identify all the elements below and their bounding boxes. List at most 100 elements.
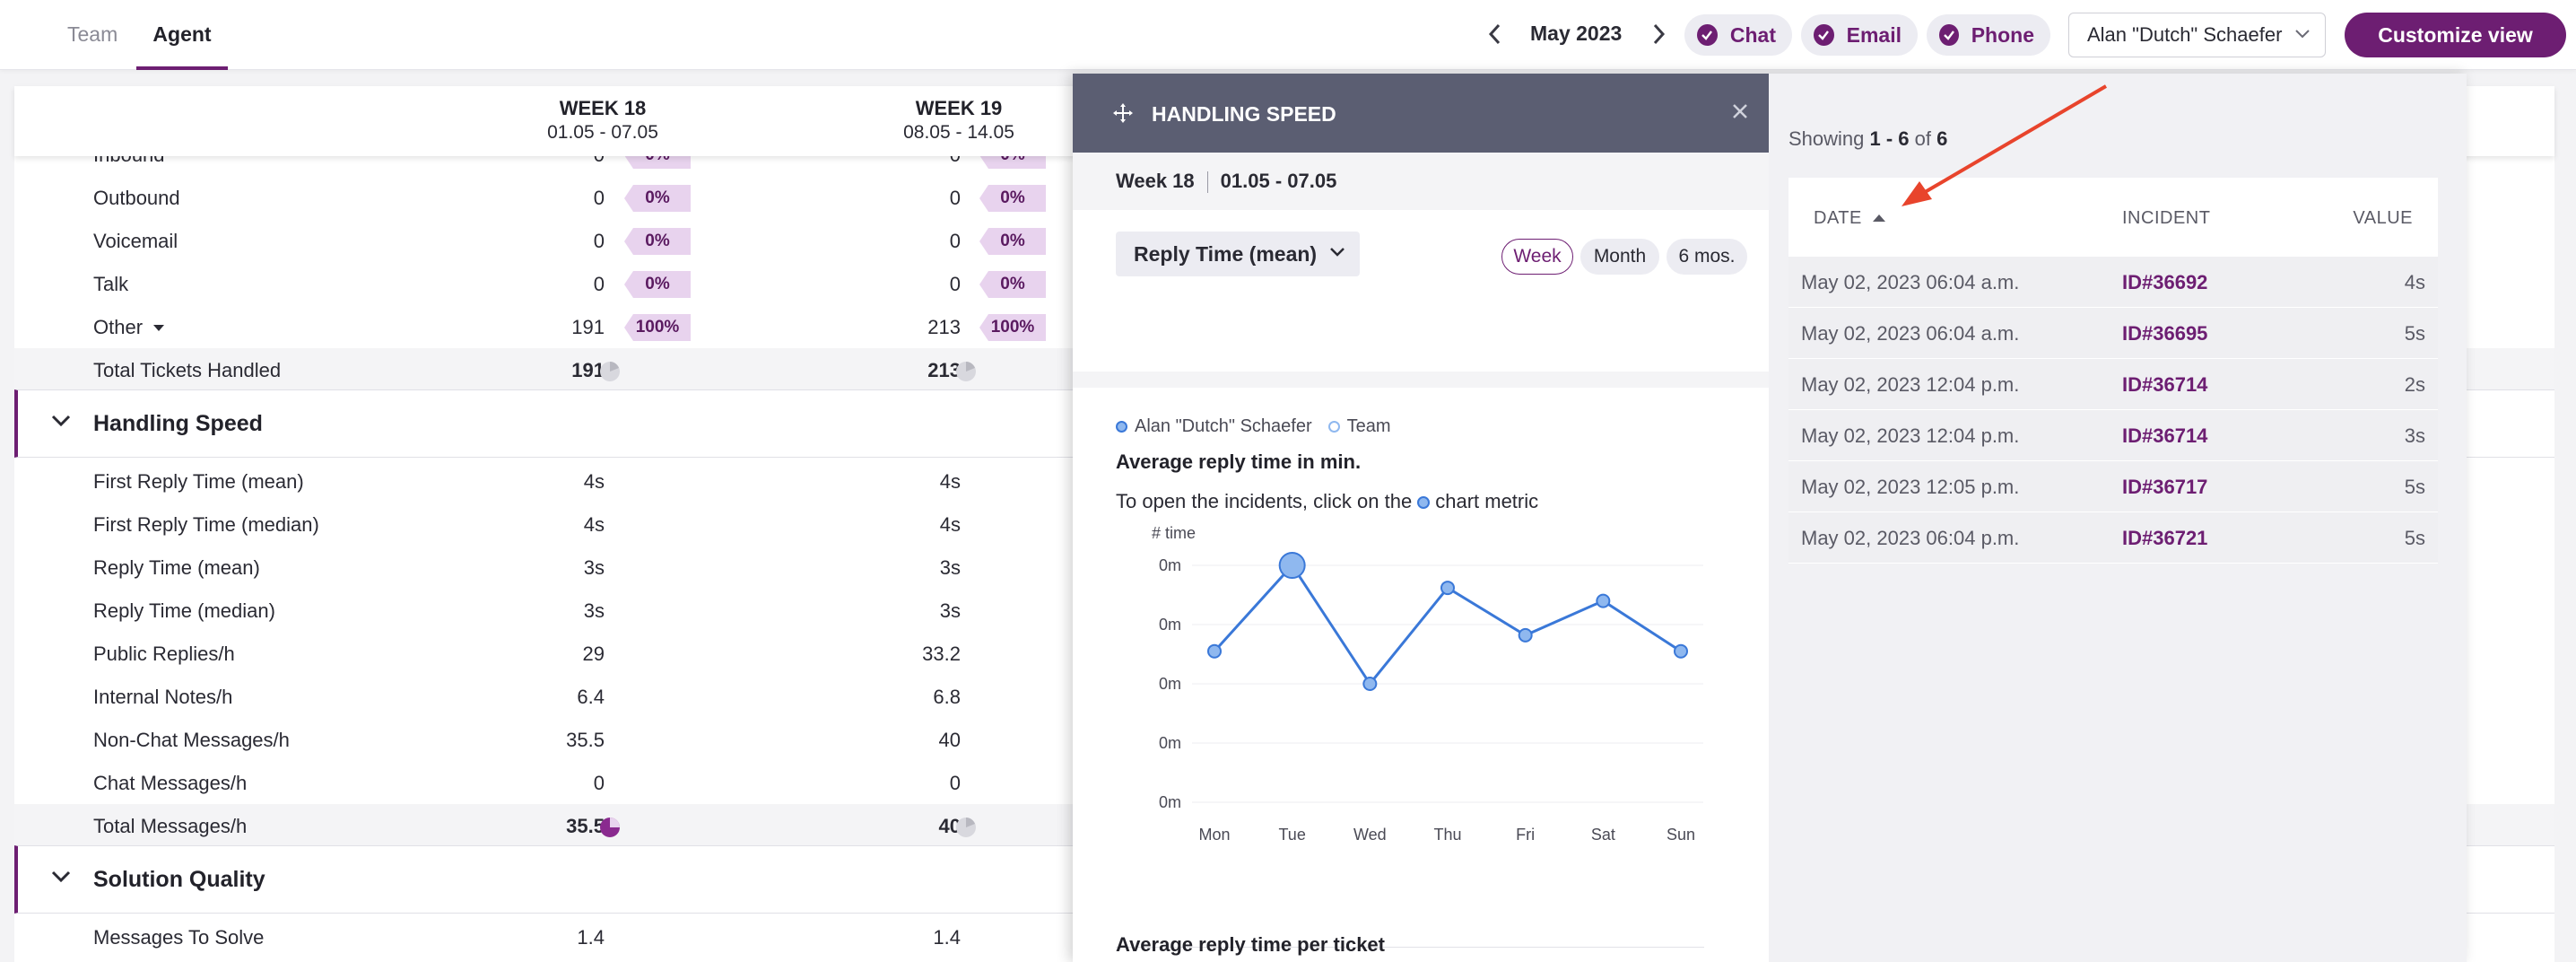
row-label: Voicemail	[93, 230, 178, 252]
incident-id-link[interactable]: ID#36714	[2122, 373, 2208, 396]
pie-chart-icon[interactable]	[955, 817, 977, 838]
row-value-w18: 1.4	[577, 926, 605, 949]
move-icon[interactable]	[1112, 102, 1134, 124]
showing-range: 1 - 6	[1869, 127, 1910, 150]
column-value-header[interactable]: VALUE	[2353, 208, 2413, 228]
pie-chart-icon[interactable]	[599, 817, 621, 838]
incidents-table-header: DATE INCIDENT VALUE	[1788, 178, 2438, 257]
row-value-w18: 191	[571, 359, 605, 381]
row-label: Other	[93, 316, 144, 338]
incident-date: May 02, 2023 12:04 p.m.	[1801, 424, 2020, 447]
legend-dot	[1327, 421, 1340, 433]
incident-id-link[interactable]: ID#36714	[2122, 424, 2208, 447]
row-value-w19: 0	[949, 187, 961, 209]
incident-value: 5s	[2404, 527, 2425, 549]
data-point[interactable]	[1596, 593, 1611, 608]
table-row: First Reply Time (mean) 4s 4s	[14, 459, 2554, 503]
incident-id-link[interactable]: ID#36695	[2122, 322, 2208, 345]
y-tick-label: 0m	[1159, 675, 1181, 693]
row-value-w18: 0	[593, 187, 605, 209]
chevron-left-icon	[1488, 23, 1501, 45]
metric-dot-icon	[1417, 496, 1431, 509]
row-label: First Reply Time (mean)	[93, 470, 304, 493]
row-value-w18: 29	[582, 643, 605, 665]
channel-chat-toggle[interactable]: Chat	[1684, 14, 1792, 56]
incident-date: May 02, 2023 06:04 p.m.	[1801, 527, 2020, 549]
pie-chart-icon[interactable]	[955, 361, 977, 382]
incident-row[interactable]: May 02, 2023 12:04 p.m. ID#36714 3s	[1788, 410, 2438, 461]
column-date-label: DATE	[1814, 208, 1862, 228]
data-point[interactable]	[1674, 643, 1688, 659]
table-row: Internal Notes/h 6.4 6.8	[14, 675, 2554, 718]
channel-email-toggle[interactable]: Email	[1801, 14, 1918, 56]
row-value-w18: 35.5	[566, 729, 605, 751]
row-label: First Reply Time (median)	[93, 513, 319, 536]
range-month-button[interactable]: Month	[1580, 239, 1659, 275]
prev-month-button[interactable]	[1478, 18, 1510, 50]
showing-of: of	[1914, 127, 1932, 150]
row-value-w18: 4s	[583, 470, 605, 493]
incident-row[interactable]: May 02, 2023 06:04 a.m. ID#36695 5s	[1788, 308, 2438, 359]
week-19-label: WEEK 19	[915, 97, 1003, 119]
column-date-header[interactable]: DATE	[1814, 208, 1885, 229]
y-tick-label: 0m	[1159, 556, 1181, 574]
channel-phone-toggle[interactable]: Phone	[1927, 14, 2050, 56]
row-label: Total Messages/h	[93, 815, 248, 837]
chevron-right-icon	[1653, 23, 1666, 45]
week-18-range: 01.05 - 07.05	[547, 122, 658, 143]
row-value-w19: 3s	[939, 599, 961, 622]
agent-select[interactable]: Alan "Dutch" Schaefer	[2068, 13, 2326, 57]
pie-chart-icon[interactable]	[599, 361, 621, 382]
incident-row[interactable]: May 02, 2023 12:05 p.m. ID#36717 5s	[1788, 461, 2438, 512]
x-tick-label: Thu	[1433, 826, 1461, 844]
table-row: Outbound 0 0% 0 0%	[14, 176, 2554, 219]
agent-select-value: Alan "Dutch" Schaefer	[2087, 23, 2283, 46]
column-incident-header[interactable]: INCIDENT	[2122, 208, 2211, 228]
row-value-w18: 4s	[583, 513, 605, 536]
x-tick-label: Fri	[1516, 826, 1535, 844]
incident-id-link[interactable]: ID#36692	[2122, 271, 2208, 293]
row-label-other[interactable]: Other	[93, 316, 165, 339]
table-row: Chat Messages/h 0 0	[14, 761, 2554, 804]
legend-item-agent[interactable]: Alan "Dutch" Schaefer	[1116, 416, 1312, 437]
chart-hint-before: To open the incidents, click on the	[1116, 490, 1413, 512]
next-month-button[interactable]	[1643, 18, 1675, 50]
row-value-w19: 40	[938, 729, 961, 751]
chart-title: Average reply time in min.	[1116, 450, 1362, 473]
incident-id-link[interactable]: ID#36717	[2122, 476, 2208, 498]
legend-label: Team	[1346, 416, 1391, 436]
incident-value: 3s	[2404, 424, 2425, 447]
data-point[interactable]	[1278, 552, 1306, 579]
range-6-months-button[interactable]: 6 mos.	[1667, 239, 1747, 275]
row-value-w18: 3s	[583, 599, 605, 622]
incident-row[interactable]: May 02, 2023 12:04 p.m. ID#36714 2s	[1788, 359, 2438, 410]
drilldown-chart-pane: HANDLING SPEED Week 18 01.05 - 07.05 Repl…	[1073, 74, 1769, 962]
incident-row[interactable]: May 02, 2023 06:04 p.m. ID#36721 5s	[1788, 512, 2438, 564]
table-row: Reply Time (mean) 3s 3s	[14, 546, 2554, 589]
data-point[interactable]	[1440, 581, 1455, 596]
close-icon[interactable]	[1731, 102, 1749, 120]
week-19-header: WEEK 19 08.05 - 14.05	[842, 97, 1075, 144]
customize-view-button[interactable]: Customize view	[2345, 13, 2566, 57]
row-value-w19: 4s	[939, 470, 961, 493]
x-tick-label: Wed	[1353, 826, 1387, 844]
table-row: Voicemail 0 0% 0 0%	[14, 219, 2554, 262]
tab-team[interactable]: Team	[67, 22, 118, 46]
range-week-button[interactable]: Week	[1501, 239, 1573, 275]
incident-id-link[interactable]: ID#36721	[2122, 527, 2208, 549]
row-value-w19: 213	[927, 359, 961, 381]
incident-value: 2s	[2404, 373, 2425, 396]
metric-dropdown[interactable]: Reply Time (mean)	[1116, 232, 1360, 276]
legend-item-team[interactable]: Team	[1327, 416, 1391, 437]
week-18-header: WEEK 18 01.05 - 07.05	[486, 97, 719, 144]
data-point[interactable]	[1362, 677, 1378, 691]
table-row: Non-Chat Messages/h 35.5 40	[14, 718, 2554, 761]
showing-count: Showing 1 - 6 of 6	[1788, 127, 1947, 151]
row-value-w19: 213	[927, 316, 961, 338]
data-point[interactable]	[1207, 643, 1222, 659]
incident-row[interactable]: May 02, 2023 06:04 a.m. ID#36692 4s	[1788, 257, 2438, 308]
tab-agent[interactable]: Agent	[136, 0, 228, 70]
row-label: Talk	[93, 273, 129, 295]
x-tick-label: Sat	[1591, 826, 1615, 844]
data-point[interactable]	[1518, 627, 1533, 643]
